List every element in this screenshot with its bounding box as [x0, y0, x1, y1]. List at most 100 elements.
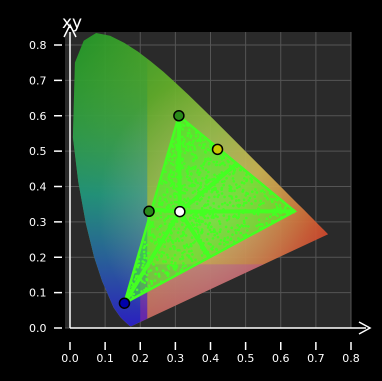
gamut-point [238, 225, 241, 229]
gamut-point [183, 227, 187, 231]
gamut-point [235, 231, 238, 235]
y-tick-label-7: 0.7 [29, 74, 47, 87]
gamut-point [188, 217, 192, 221]
gamut-point [226, 245, 230, 248]
gamut-point [237, 215, 240, 219]
gamut-point [222, 183, 225, 187]
gamut-point [189, 167, 193, 171]
gamut-point [223, 243, 226, 246]
gamut-point [169, 169, 173, 172]
gamut-point [167, 267, 171, 270]
gamut-point [169, 238, 172, 241]
gamut-point [197, 220, 201, 224]
gamut-point [234, 229, 237, 232]
gamut-point [257, 218, 261, 222]
gamut-point [158, 233, 162, 236]
gamut-point [280, 215, 283, 219]
gamut-point [218, 230, 222, 234]
gamut-point [164, 180, 167, 184]
gamut-point [254, 188, 257, 191]
axes: 0.0 0.1 0.2 0.3 0.4 0.5 0.6 0.7 0.8 0.0 0.1 0.2 0.3 0… [29, 23, 372, 365]
x-tick-label-5: 0.5 [237, 352, 255, 365]
gamut-point [162, 167, 166, 171]
gamut-point [181, 135, 184, 139]
gamut-point [270, 198, 273, 201]
gamut-point [263, 194, 267, 198]
gamut-point [191, 143, 194, 147]
gamut-point [183, 187, 187, 191]
gamut-point [259, 199, 263, 203]
gamut-point [143, 281, 146, 285]
gamut-point [219, 228, 222, 231]
gamut-point [179, 257, 182, 261]
gamut-point [170, 175, 174, 179]
gamut-point [265, 196, 269, 199]
gamut-point [261, 189, 264, 192]
gamut-point [192, 223, 196, 226]
gamut-point [185, 199, 188, 203]
gamut-point [191, 191, 195, 194]
gamut-point [204, 222, 207, 225]
gamut-point [140, 290, 143, 293]
gamut-point [200, 231, 203, 235]
gamut-point [206, 232, 210, 236]
gamut-point [231, 159, 235, 162]
gamut-point [169, 171, 173, 174]
gamut-point [254, 199, 257, 203]
x-tick-label-4: 0.4 [202, 352, 220, 365]
gamut-point [187, 255, 191, 259]
gamut-point [135, 288, 139, 292]
gamut-point [255, 224, 258, 228]
gamut-point [147, 270, 150, 273]
gamut-point [216, 190, 219, 193]
gamut-point [206, 199, 210, 203]
gamut-point [226, 159, 229, 162]
gamut-point [156, 227, 159, 231]
gamut-point [188, 184, 191, 188]
gamut-point [196, 228, 200, 232]
gamut-point [153, 236, 156, 239]
gamut-point [232, 215, 235, 218]
gamut-point [271, 213, 275, 217]
gamut-point [173, 253, 177, 257]
gamut-point [148, 226, 151, 230]
gamut-point [172, 187, 175, 190]
gamut-point [172, 150, 175, 153]
gamut-point [162, 269, 165, 273]
gamut-point [162, 179, 165, 183]
gamut-point [199, 139, 202, 143]
gamut-point [270, 219, 274, 223]
gamut-point [189, 257, 193, 261]
gamut-point [191, 183, 194, 186]
gamut-point [167, 214, 170, 218]
gamut-point [175, 264, 179, 268]
gamut-point [169, 247, 172, 251]
gamut-point [164, 271, 167, 275]
x-tick-label-0: 0.0 [61, 352, 79, 365]
gamut-point [274, 203, 278, 206]
gamut-point [155, 266, 158, 270]
gamut-point [167, 205, 171, 208]
gamut-point [225, 241, 228, 244]
gamut-point [208, 148, 212, 152]
gamut-point [172, 163, 175, 166]
gamut-point [187, 165, 190, 168]
gamut-point [213, 233, 216, 237]
gamut-point [202, 138, 205, 142]
gamut-point [232, 180, 236, 183]
gamut-point [175, 170, 178, 173]
gamut-point [211, 143, 214, 146]
gamut-point [211, 237, 215, 240]
gamut-point [257, 223, 261, 226]
gamut-point [201, 177, 204, 180]
gamut-point [167, 158, 171, 162]
gamut-point [258, 203, 261, 207]
gamut-point [202, 162, 206, 165]
gamut-point [131, 295, 135, 299]
gamut-point [206, 203, 210, 206]
gamut-point [229, 237, 233, 240]
gamut-point [165, 162, 168, 165]
gamut-point [143, 244, 147, 248]
gamut-point [149, 239, 153, 242]
gamut-point [205, 174, 209, 178]
